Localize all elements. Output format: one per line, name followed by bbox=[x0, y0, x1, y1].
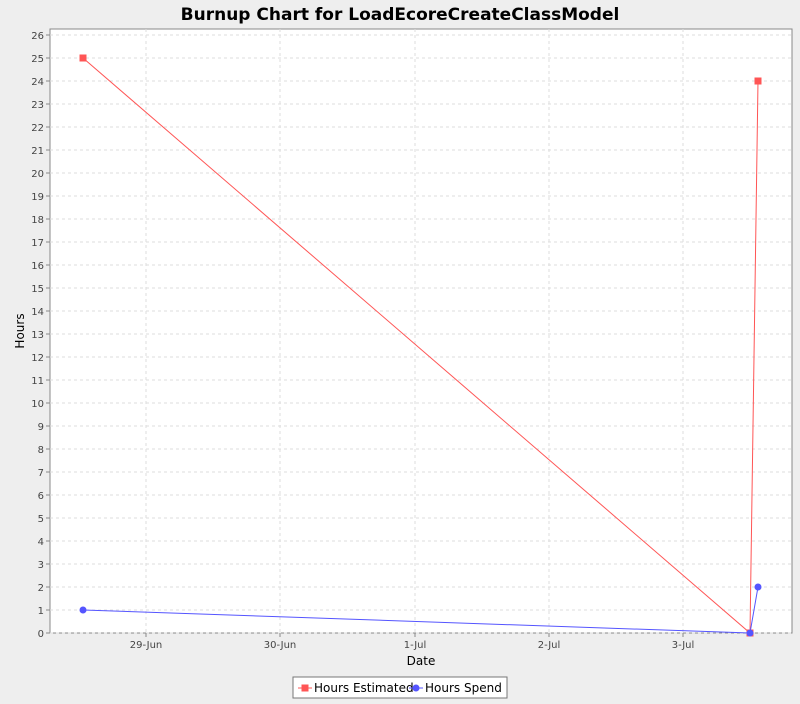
y-axis: 0123456789101112131415161718192021222324… bbox=[31, 31, 50, 640]
grid-lines bbox=[50, 29, 792, 634]
x-axis: 29-Jun 30-Jun 1-Jul 2-Jul 3-Jul bbox=[130, 633, 695, 651]
y-tick-label: 16 bbox=[31, 261, 44, 272]
x-tick-label: 1-Jul bbox=[404, 640, 427, 651]
y-tick-label: 0 bbox=[38, 629, 44, 640]
y-tick-label: 5 bbox=[38, 514, 44, 525]
series-layer bbox=[79, 54, 762, 637]
y-tick-label: 8 bbox=[38, 445, 44, 456]
y-tick-label: 6 bbox=[38, 491, 44, 502]
legend-label: Hours Estimated bbox=[314, 681, 414, 695]
data-point bbox=[79, 54, 87, 62]
y-tick-label: 25 bbox=[31, 54, 44, 65]
y-tick-label: 24 bbox=[31, 77, 44, 88]
y-tick-label: 3 bbox=[38, 560, 44, 571]
legend-label: Hours Spend bbox=[425, 681, 502, 695]
y-tick-label: 13 bbox=[31, 330, 44, 341]
y-tick-label: 20 bbox=[31, 169, 44, 180]
data-point bbox=[754, 77, 762, 85]
y-tick-label: 12 bbox=[31, 353, 44, 364]
y-tick-label: 9 bbox=[38, 422, 44, 433]
y-tick-label: 23 bbox=[31, 100, 44, 111]
legend-item: Hours Spend bbox=[409, 681, 502, 695]
y-tick-label: 14 bbox=[31, 307, 44, 318]
data-point bbox=[79, 606, 87, 614]
legend-marker bbox=[301, 684, 309, 692]
y-tick-label: 26 bbox=[31, 31, 44, 42]
x-tick-label: 3-Jul bbox=[672, 640, 695, 651]
y-tick-label: 22 bbox=[31, 123, 44, 134]
data-point bbox=[746, 629, 754, 637]
y-tick-label: 15 bbox=[31, 284, 44, 295]
x-axis-label: Date bbox=[407, 654, 436, 668]
chart-title: Burnup Chart for LoadEcoreCreateClassMod… bbox=[181, 5, 620, 25]
y-tick-label: 21 bbox=[31, 146, 44, 157]
y-tick-label: 7 bbox=[38, 468, 44, 479]
plot-area bbox=[49, 28, 793, 634]
series-hours-spend bbox=[79, 583, 762, 637]
y-tick-label: 10 bbox=[31, 399, 44, 410]
x-tick-label: 2-Jul bbox=[538, 640, 561, 651]
y-tick-label: 11 bbox=[31, 376, 44, 387]
legend-marker bbox=[412, 684, 420, 692]
x-tick-label: 29-Jun bbox=[130, 640, 163, 651]
y-tick-label: 18 bbox=[31, 215, 44, 226]
legend-box bbox=[292, 676, 508, 699]
y-tick-label: 17 bbox=[31, 238, 44, 249]
legend: Hours Estimated Hours Spend bbox=[292, 676, 508, 699]
y-tick-label: 2 bbox=[38, 583, 44, 594]
data-point bbox=[754, 583, 762, 591]
y-tick-label: 4 bbox=[38, 537, 44, 548]
y-tick-label: 1 bbox=[38, 606, 44, 617]
legend-item: Hours Estimated bbox=[298, 681, 414, 695]
y-axis-label: Hours bbox=[13, 313, 27, 348]
x-tick-label: 30-Jun bbox=[264, 640, 297, 651]
y-tick-label: 19 bbox=[31, 192, 44, 203]
